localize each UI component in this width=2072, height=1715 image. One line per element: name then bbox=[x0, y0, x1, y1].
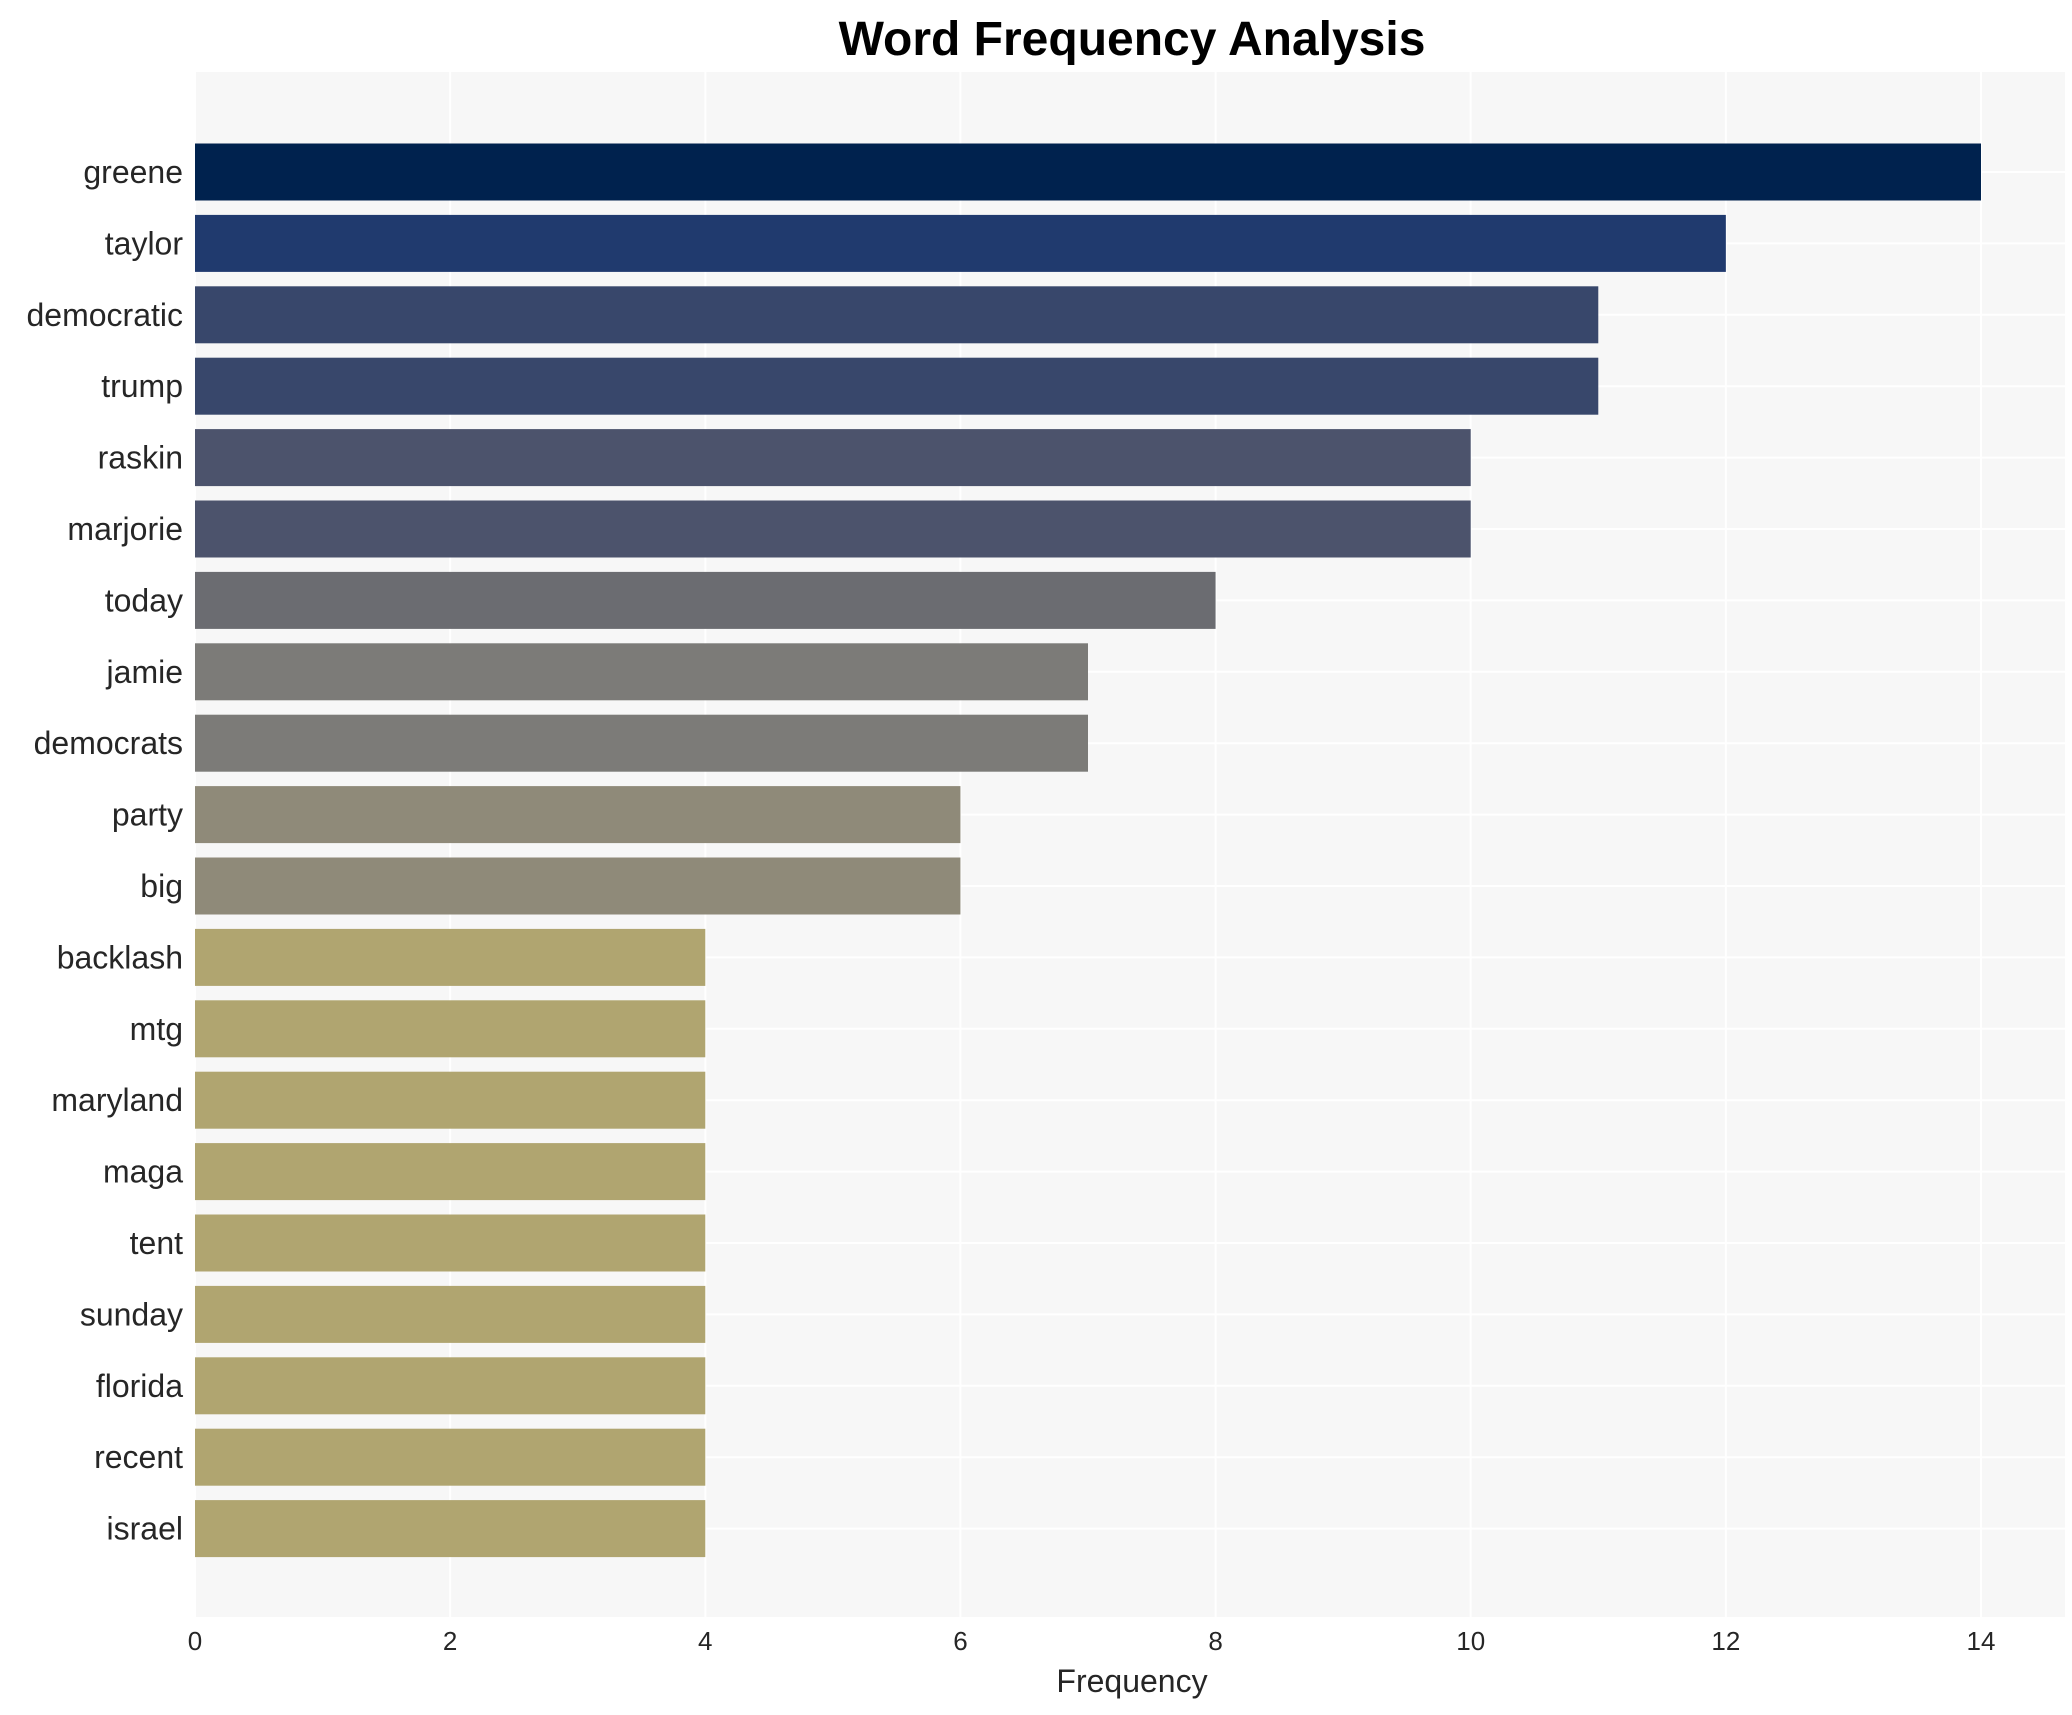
category-label-recent: recent bbox=[94, 1439, 183, 1475]
chart-title: Word Frequency Analysis bbox=[839, 13, 1426, 66]
category-label-party: party bbox=[112, 797, 183, 833]
x-tick-label-10: 10 bbox=[1456, 1626, 1485, 1656]
bar-israel bbox=[195, 1500, 706, 1558]
category-label-big: big bbox=[140, 868, 183, 904]
category-label-jamie: jamie bbox=[106, 654, 183, 690]
bar-democratic bbox=[195, 286, 1599, 344]
bar-tent bbox=[195, 1214, 706, 1272]
category-label-backlash: backlash bbox=[57, 939, 183, 975]
bar-mtg bbox=[195, 1000, 706, 1058]
bar-marjorie bbox=[195, 500, 1471, 558]
bar-taylor bbox=[195, 214, 1726, 272]
bar-big bbox=[195, 857, 961, 915]
category-label-maga: maga bbox=[103, 1154, 183, 1190]
category-label-maryland: maryland bbox=[51, 1082, 183, 1118]
category-label-sunday: sunday bbox=[80, 1296, 183, 1332]
category-label-democrats: democrats bbox=[34, 725, 183, 761]
x-tick-label-12: 12 bbox=[1711, 1626, 1740, 1656]
bars bbox=[195, 143, 1981, 1558]
bar-maga bbox=[195, 1143, 706, 1201]
category-label-greene: greene bbox=[83, 154, 183, 190]
x-tick-label-0: 0 bbox=[188, 1626, 202, 1656]
category-label-taylor: taylor bbox=[105, 225, 184, 261]
category-label-israel: israel bbox=[107, 1511, 183, 1547]
bar-greene bbox=[195, 143, 1981, 201]
x-tick-label-4: 4 bbox=[698, 1626, 712, 1656]
category-label-today: today bbox=[105, 582, 183, 618]
bar-backlash bbox=[195, 928, 706, 986]
bar-today bbox=[195, 571, 1216, 629]
bar-maryland bbox=[195, 1071, 706, 1129]
x-tick-label-6: 6 bbox=[953, 1626, 967, 1656]
x-tick-labels: 0 2 4 6 8 10 12 14 bbox=[188, 1626, 1996, 1656]
bar-party bbox=[195, 786, 961, 844]
bar-trump bbox=[195, 357, 1599, 415]
x-tick-label-2: 2 bbox=[443, 1626, 457, 1656]
x-tick-label-8: 8 bbox=[1208, 1626, 1222, 1656]
category-label-democratic: democratic bbox=[27, 297, 184, 333]
bar-democrats bbox=[195, 714, 1088, 772]
bar-jamie bbox=[195, 643, 1088, 701]
category-labels: greene taylor democratic trump raskin marjori… bbox=[27, 154, 184, 1547]
x-axis-title: Frequency bbox=[1056, 1663, 1207, 1699]
category-label-florida: florida bbox=[96, 1368, 183, 1404]
x-tick-label-14: 14 bbox=[1967, 1626, 1996, 1656]
category-label-raskin: raskin bbox=[98, 440, 183, 476]
category-label-mtg: mtg bbox=[130, 1011, 183, 1047]
bar-florida bbox=[195, 1357, 706, 1415]
bar-sunday bbox=[195, 1285, 706, 1343]
category-label-tent: tent bbox=[130, 1225, 183, 1261]
category-label-trump: trump bbox=[101, 368, 183, 404]
bar-raskin bbox=[195, 429, 1471, 487]
bar-recent bbox=[195, 1428, 706, 1486]
category-label-marjorie: marjorie bbox=[67, 511, 183, 547]
